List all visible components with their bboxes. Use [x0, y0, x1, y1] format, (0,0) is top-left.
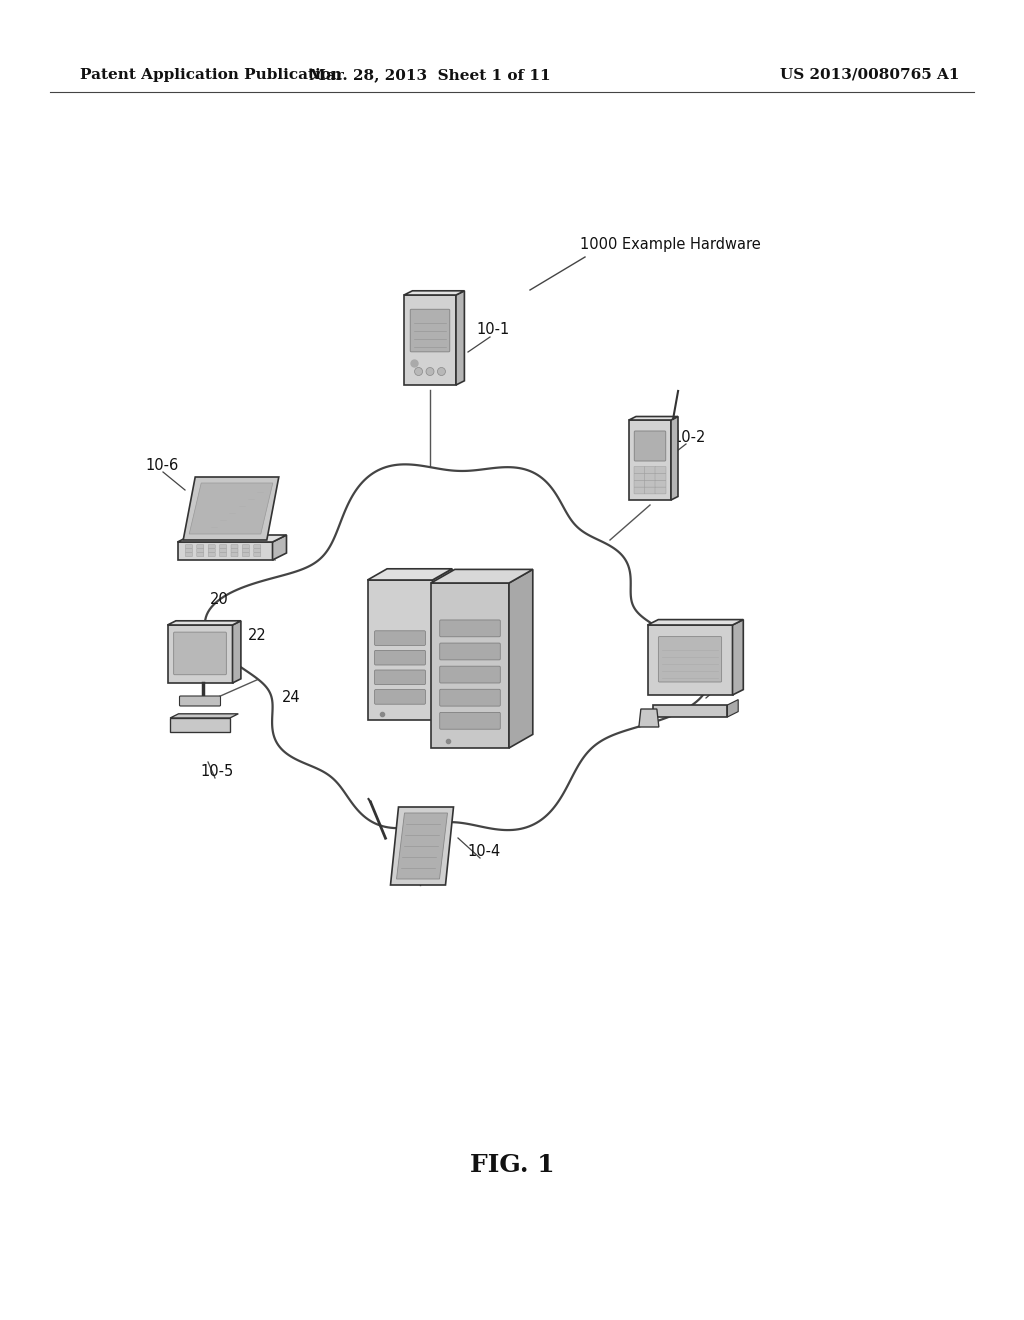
Text: 24: 24: [282, 690, 301, 705]
FancyBboxPatch shape: [375, 631, 425, 645]
Text: 20: 20: [210, 593, 228, 607]
Polygon shape: [629, 420, 671, 500]
FancyBboxPatch shape: [439, 713, 501, 729]
FancyBboxPatch shape: [375, 689, 425, 704]
FancyBboxPatch shape: [243, 545, 250, 549]
Text: 10-1: 10-1: [476, 322, 509, 338]
FancyBboxPatch shape: [254, 545, 261, 549]
FancyBboxPatch shape: [634, 474, 645, 480]
Text: 10-3: 10-3: [705, 672, 738, 688]
Polygon shape: [647, 619, 743, 624]
Polygon shape: [727, 700, 738, 717]
FancyBboxPatch shape: [634, 487, 645, 494]
Polygon shape: [732, 619, 743, 696]
Polygon shape: [390, 807, 454, 884]
FancyBboxPatch shape: [231, 545, 238, 549]
FancyBboxPatch shape: [439, 620, 501, 636]
FancyBboxPatch shape: [411, 309, 450, 352]
Polygon shape: [368, 579, 432, 719]
Polygon shape: [168, 620, 241, 624]
Text: Patent Application Publication: Patent Application Publication: [80, 69, 342, 82]
Polygon shape: [647, 624, 732, 696]
Text: 10-2: 10-2: [672, 430, 706, 446]
Polygon shape: [177, 543, 272, 560]
Polygon shape: [509, 569, 532, 748]
Polygon shape: [272, 535, 287, 560]
FancyBboxPatch shape: [243, 549, 250, 553]
FancyBboxPatch shape: [231, 549, 238, 553]
FancyBboxPatch shape: [208, 553, 215, 557]
Polygon shape: [232, 620, 241, 682]
Text: FIG. 1: FIG. 1: [470, 1152, 554, 1177]
Polygon shape: [396, 813, 447, 879]
Polygon shape: [168, 624, 232, 682]
Polygon shape: [170, 714, 239, 718]
FancyBboxPatch shape: [197, 545, 204, 549]
Polygon shape: [652, 705, 727, 717]
Polygon shape: [170, 718, 230, 733]
FancyBboxPatch shape: [231, 553, 238, 557]
Polygon shape: [431, 583, 509, 748]
FancyBboxPatch shape: [634, 466, 645, 474]
Polygon shape: [671, 417, 678, 500]
FancyBboxPatch shape: [208, 549, 215, 553]
FancyBboxPatch shape: [644, 480, 655, 487]
FancyBboxPatch shape: [208, 545, 215, 549]
FancyBboxPatch shape: [439, 667, 501, 682]
Text: 10-4: 10-4: [467, 845, 501, 859]
Circle shape: [415, 367, 423, 375]
FancyBboxPatch shape: [655, 480, 666, 487]
FancyBboxPatch shape: [254, 549, 261, 553]
Polygon shape: [177, 535, 287, 543]
FancyBboxPatch shape: [219, 545, 226, 549]
Polygon shape: [404, 290, 465, 294]
FancyBboxPatch shape: [185, 545, 193, 549]
FancyBboxPatch shape: [634, 432, 666, 461]
Polygon shape: [639, 709, 658, 727]
Polygon shape: [432, 569, 453, 719]
FancyBboxPatch shape: [179, 696, 220, 706]
Circle shape: [426, 367, 434, 375]
FancyBboxPatch shape: [197, 553, 204, 557]
Polygon shape: [404, 294, 456, 385]
FancyBboxPatch shape: [375, 651, 425, 665]
Text: 22: 22: [248, 627, 266, 643]
Polygon shape: [368, 569, 453, 579]
FancyBboxPatch shape: [655, 466, 666, 474]
FancyBboxPatch shape: [634, 480, 645, 487]
Circle shape: [437, 367, 445, 375]
FancyBboxPatch shape: [655, 474, 666, 480]
FancyBboxPatch shape: [197, 549, 204, 553]
FancyBboxPatch shape: [655, 487, 666, 494]
Polygon shape: [205, 465, 709, 830]
FancyBboxPatch shape: [219, 553, 226, 557]
FancyBboxPatch shape: [375, 671, 425, 685]
FancyBboxPatch shape: [644, 474, 655, 480]
FancyBboxPatch shape: [174, 632, 226, 675]
FancyBboxPatch shape: [243, 553, 250, 557]
FancyBboxPatch shape: [185, 549, 193, 553]
FancyBboxPatch shape: [644, 487, 655, 494]
Text: 10-5: 10-5: [200, 764, 233, 780]
Text: 1000 Example Hardware: 1000 Example Hardware: [580, 238, 761, 252]
FancyBboxPatch shape: [658, 636, 722, 682]
Text: Mar. 28, 2013  Sheet 1 of 11: Mar. 28, 2013 Sheet 1 of 11: [309, 69, 551, 82]
Text: US 2013/0080765 A1: US 2013/0080765 A1: [780, 69, 961, 82]
Text: 10-6: 10-6: [145, 458, 178, 473]
Polygon shape: [456, 290, 465, 385]
FancyBboxPatch shape: [185, 553, 193, 557]
Polygon shape: [629, 417, 678, 420]
FancyBboxPatch shape: [644, 466, 655, 474]
Polygon shape: [183, 477, 279, 540]
FancyBboxPatch shape: [219, 549, 226, 553]
Polygon shape: [431, 569, 532, 583]
FancyBboxPatch shape: [439, 689, 501, 706]
FancyBboxPatch shape: [439, 643, 501, 660]
FancyBboxPatch shape: [254, 553, 261, 557]
Polygon shape: [189, 483, 272, 535]
